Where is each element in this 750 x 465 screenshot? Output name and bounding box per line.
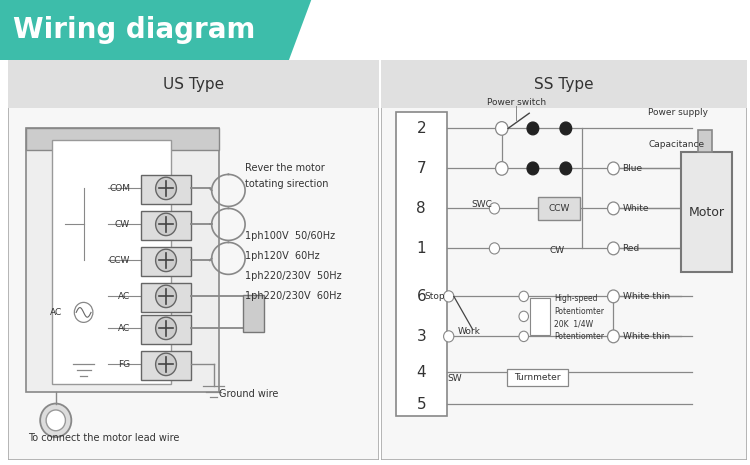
Text: To connect the motor lead wire: To connect the motor lead wire [28,433,179,443]
Circle shape [489,243,500,254]
Bar [26,128,219,151]
Circle shape [560,122,572,135]
Bar [141,351,191,379]
Circle shape [527,122,538,135]
Bar [507,369,568,386]
Text: CW: CW [549,246,565,255]
Text: 1ph220/230V  60Hz: 1ph220/230V 60Hz [245,292,341,301]
Circle shape [519,331,529,342]
Text: totating sirection: totating sirection [245,179,328,189]
Circle shape [156,177,176,199]
Text: White thin: White thin [622,292,670,301]
Bar [698,131,712,153]
Bar [681,153,732,272]
Bar [141,175,191,204]
Text: White thin: White thin [622,332,670,341]
Text: Work: Work [458,327,481,336]
Text: 1: 1 [416,241,426,256]
Circle shape [46,410,65,431]
Circle shape [40,404,71,437]
Bar [141,247,191,276]
Text: Motor: Motor [688,206,724,219]
Text: Power supply: Power supply [648,108,708,117]
Text: SS Type: SS Type [534,77,594,92]
Text: 1ph100V  50/60Hz: 1ph100V 50/60Hz [245,232,335,241]
Text: Rever the motor: Rever the motor [245,163,325,173]
Text: Turnmeter: Turnmeter [514,373,561,382]
Circle shape [560,162,572,175]
Bar [26,128,219,392]
Circle shape [527,162,538,175]
Text: 6: 6 [416,289,426,304]
Text: 4: 4 [416,365,426,380]
Text: Capacitance: Capacitance [648,140,704,149]
Text: 5: 5 [416,397,426,412]
Bar [243,295,264,332]
Circle shape [608,162,619,175]
Polygon shape [0,0,311,60]
Circle shape [608,242,619,255]
Circle shape [519,291,529,302]
Circle shape [156,353,176,376]
Text: Red: Red [622,244,640,253]
Text: 1ph120V  60Hz: 1ph120V 60Hz [245,252,320,261]
Bar [141,315,191,344]
Circle shape [156,213,176,236]
Circle shape [489,203,500,214]
Circle shape [74,302,93,322]
Text: Blue: Blue [622,164,643,173]
Text: Wiring diagram: Wiring diagram [13,16,256,44]
Circle shape [156,317,176,339]
Text: CCW: CCW [548,204,570,213]
Circle shape [156,285,176,307]
Text: CCW: CCW [109,256,130,265]
Bar [396,113,447,416]
Text: AC: AC [118,292,130,301]
Text: Power switch: Power switch [487,98,546,107]
Circle shape [608,202,619,215]
Circle shape [443,331,454,342]
Circle shape [496,122,508,135]
Text: COM: COM [109,184,130,193]
Text: AC: AC [50,308,62,317]
Text: 2: 2 [416,121,426,136]
Circle shape [608,330,619,343]
Text: AC: AC [118,324,130,333]
Text: 1ph220/230V  50Hz: 1ph220/230V 50Hz [245,272,342,281]
Circle shape [156,249,176,272]
Text: FG: FG [118,360,130,369]
Circle shape [519,311,529,322]
Text: High-speed
Potentiomter
20K  1/4W
Potentiomter: High-speed Potentiomter 20K 1/4W Potenti… [554,294,604,341]
Text: White: White [622,204,649,213]
Bar [8,60,379,108]
Bar [141,283,191,312]
Text: SW: SW [447,374,461,383]
Circle shape [443,291,454,302]
Text: US Type: US Type [163,77,224,92]
Bar [538,197,580,220]
Text: 7: 7 [416,161,426,176]
Text: 3: 3 [416,329,426,344]
Bar [381,60,747,108]
Text: Stop: Stop [424,292,445,301]
Text: SWC: SWC [472,200,493,209]
Text: CW: CW [115,220,130,229]
Bar [530,298,550,335]
Circle shape [608,290,619,303]
Bar [141,211,191,239]
Circle shape [496,162,508,175]
Text: Ground wire: Ground wire [219,389,278,399]
Text: 8: 8 [416,201,426,216]
Bar [52,140,171,385]
